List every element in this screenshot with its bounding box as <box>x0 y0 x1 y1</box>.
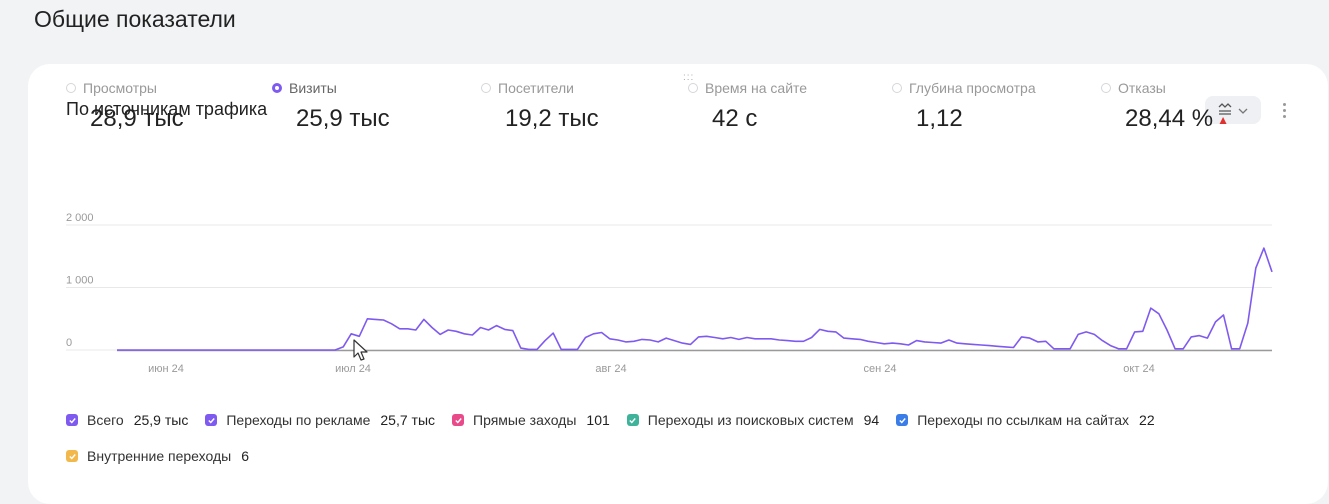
y-tick-label: 1 000 <box>66 275 94 287</box>
legend-value: 101 <box>586 412 610 428</box>
legend-item[interactable]: Переходы по рекламе 25,7 тыс <box>205 412 435 428</box>
metric-value: 42 с <box>712 105 758 132</box>
metric-value: 25,9 тыс <box>296 105 390 132</box>
legend-item[interactable]: Прямые заходы 101 <box>452 412 610 428</box>
legend-value: 6 <box>241 448 249 464</box>
traffic-sources-widget: ::: По источникам трафика <box>28 64 1328 504</box>
metric-0[interactable]: Просмотры 28,9 тыс <box>66 80 184 133</box>
legend-label: Внутренние переходы <box>87 448 232 464</box>
metric-label: Время на сайте <box>705 80 808 96</box>
more-vertical-icon[interactable] <box>1278 98 1290 122</box>
legend-label: Переходы по ссылкам на сайтах <box>917 412 1130 428</box>
metric-radio[interactable] <box>1101 83 1111 93</box>
x-tick-label: июл 24 <box>335 363 371 375</box>
metric-3[interactable]: Время на сайте 42 с <box>688 80 807 133</box>
metric-label: Отказы <box>1118 80 1166 96</box>
visits-chart: 2 000 1 000 0 июн 24 июл 24 авг 24 сен 24 окт 2… <box>66 212 1273 375</box>
mouse-pointer-icon <box>353 339 368 361</box>
chart-legend: Всего 25,9 тыс Переходы по рекламе 25,7 тыс… <box>66 410 1306 482</box>
legend-value: 22 <box>1139 412 1155 428</box>
metric-value: 1,12 <box>916 105 963 132</box>
metric-value: 28,9 тыс <box>90 105 184 132</box>
legend-item[interactable]: Внутренние переходы 6 <box>66 448 249 464</box>
checkbox-icon[interactable] <box>626 414 639 426</box>
metric-radio[interactable] <box>272 83 282 93</box>
metric-label: Просмотры <box>83 80 157 96</box>
series-line-total <box>117 247 1273 351</box>
x-tick-label: сен 24 <box>864 363 897 375</box>
metric-label: Посетители <box>498 80 574 96</box>
legend-item[interactable]: Всего 25,9 тыс <box>66 412 188 428</box>
y-tick-label: 0 <box>66 337 72 349</box>
metric-header: Отказы <box>1101 80 1229 96</box>
chart-type-icon <box>1218 102 1232 118</box>
metric-radio[interactable] <box>66 83 76 93</box>
metric-header: Время на сайте <box>688 80 807 96</box>
legend-item[interactable]: Переходы по ссылкам на сайтах 22 <box>896 412 1155 428</box>
metric-4[interactable]: Глубина просмотра 1,12 <box>892 80 1036 133</box>
metric-value: 28,44 % ▲ <box>1125 105 1229 132</box>
legend-item[interactable]: Переходы из поисковых систем 94 <box>626 412 880 428</box>
legend-label: Переходы из поисковых систем <box>647 412 854 428</box>
drag-handle-icon[interactable]: ::: <box>683 72 695 83</box>
metric-label: Визиты <box>289 80 337 96</box>
widget-title: По источникам трафика <box>66 99 268 119</box>
metric-5[interactable]: Отказы 28,44 % ▲ <box>1101 80 1229 133</box>
metric-radio[interactable] <box>892 83 902 93</box>
trend-up-icon: ▲ <box>1217 112 1229 127</box>
x-tick-label: июн 24 <box>148 363 184 375</box>
x-tick-label: окт 24 <box>1123 363 1154 375</box>
metric-2[interactable]: Посетители 19,2 тыс <box>481 80 599 133</box>
legend-label: Прямые заходы <box>473 412 577 428</box>
legend-value: 94 <box>863 412 880 428</box>
chevron-down-icon <box>1238 103 1248 118</box>
legend-label: Переходы по рекламе <box>226 412 371 428</box>
legend-label: Всего <box>87 412 124 428</box>
metric-1[interactable]: Визиты 25,9 тыс <box>272 80 390 133</box>
checkbox-icon[interactable] <box>452 414 465 426</box>
metric-header: Посетители <box>481 80 599 96</box>
metric-header: Визиты <box>272 80 390 96</box>
checkbox-icon[interactable] <box>896 414 909 426</box>
x-tick-label: авг 24 <box>595 363 626 375</box>
checkbox-icon[interactable] <box>66 414 78 426</box>
checkbox-icon[interactable] <box>66 450 78 462</box>
legend-value: 25,7 тыс <box>380 412 436 428</box>
chart-type-dropdown[interactable] <box>1205 96 1261 124</box>
checkbox-icon[interactable] <box>205 414 218 426</box>
metric-label: Глубина просмотра <box>909 80 1036 96</box>
page-title: Общие показатели <box>34 6 236 32</box>
metric-value: 19,2 тыс <box>505 105 599 132</box>
y-tick-label: 2 000 <box>66 212 94 224</box>
metric-header: Просмотры <box>66 80 184 96</box>
legend-value: 25,9 тыс <box>133 412 189 428</box>
metric-radio[interactable] <box>481 83 491 93</box>
metric-header: Глубина просмотра <box>892 80 1036 96</box>
metric-radio[interactable] <box>688 83 698 93</box>
